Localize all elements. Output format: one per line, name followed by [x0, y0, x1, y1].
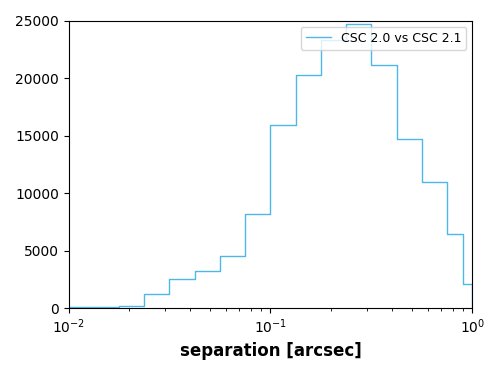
CSC 2.0 vs CSC 2.1	[318, 72, 324, 77]
CSC 2.0 vs CSC 2.1	[116, 304, 122, 309]
CSC 2.0 vs CSC 2.1	[242, 211, 248, 216]
CSC 2.0 vs CSC 2.1	[394, 137, 400, 141]
CSC 2.0 vs CSC 2.1	[268, 211, 274, 216]
CSC 2.0 vs CSC 2.1	[166, 292, 172, 297]
CSC 2.0 vs CSC 2.1	[192, 277, 198, 282]
CSC 2.0 vs CSC 2.1	[116, 304, 122, 308]
CSC 2.0 vs CSC 2.1	[394, 63, 400, 68]
CSC 2.0 vs CSC 2.1	[192, 269, 198, 273]
CSC 2.0 vs CSC 2.1	[166, 277, 172, 282]
CSC 2.0 vs CSC 2.1	[268, 123, 274, 128]
CSC 2.0 vs CSC 2.1	[460, 232, 466, 237]
CSC 2.0 vs CSC 2.1	[142, 304, 148, 308]
CSC 2.0 vs CSC 2.1	[292, 72, 298, 77]
CSC 2.0 vs CSC 2.1	[419, 179, 425, 184]
CSC 2.0 vs CSC 2.1	[66, 305, 71, 309]
X-axis label: separation [arcsec]: separation [arcsec]	[180, 342, 362, 360]
CSC 2.0 vs CSC 2.1	[368, 22, 374, 26]
Legend: CSC 2.0 vs CSC 2.1: CSC 2.0 vs CSC 2.1	[300, 27, 466, 50]
CSC 2.0 vs CSC 2.1	[318, 38, 324, 42]
CSC 2.0 vs CSC 2.1	[368, 63, 374, 68]
Line: CSC 2.0 vs CSC 2.1: CSC 2.0 vs CSC 2.1	[68, 24, 472, 308]
CSC 2.0 vs CSC 2.1	[444, 232, 450, 237]
CSC 2.0 vs CSC 2.1	[217, 254, 223, 259]
CSC 2.0 vs CSC 2.1	[90, 305, 96, 309]
CSC 2.0 vs CSC 2.1	[242, 254, 248, 259]
CSC 2.0 vs CSC 2.1	[217, 269, 223, 273]
CSC 2.0 vs CSC 2.1	[343, 38, 349, 42]
CSC 2.0 vs CSC 2.1	[470, 306, 476, 310]
CSC 2.0 vs CSC 2.1	[444, 179, 450, 184]
CSC 2.0 vs CSC 2.1	[66, 306, 71, 310]
CSC 2.0 vs CSC 2.1	[419, 137, 425, 141]
CSC 2.0 vs CSC 2.1	[90, 304, 96, 309]
CSC 2.0 vs CSC 2.1	[142, 292, 148, 297]
CSC 2.0 vs CSC 2.1	[460, 282, 466, 286]
CSC 2.0 vs CSC 2.1	[292, 123, 298, 128]
CSC 2.0 vs CSC 2.1	[343, 22, 349, 26]
CSC 2.0 vs CSC 2.1	[470, 282, 476, 286]
